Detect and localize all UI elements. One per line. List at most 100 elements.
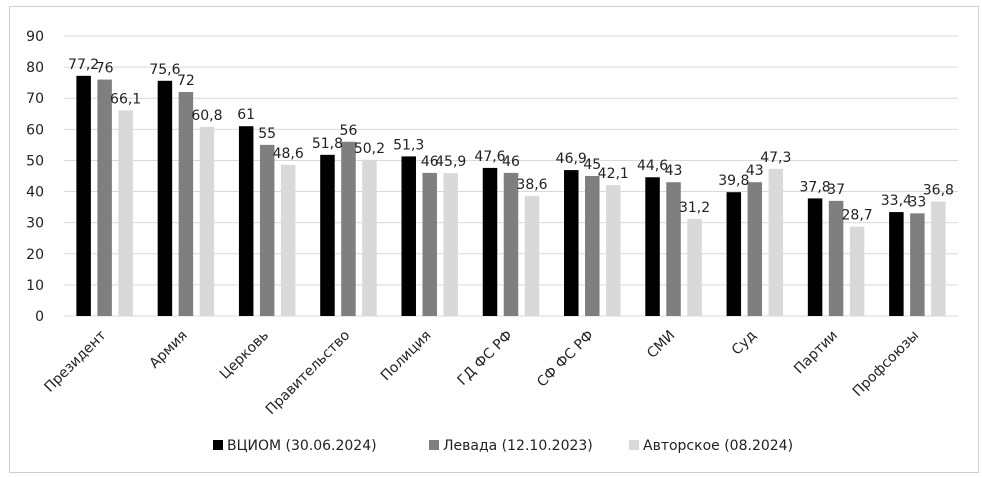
bar xyxy=(280,164,296,316)
data-label: 33 xyxy=(908,194,926,210)
category-label: Правительство xyxy=(263,328,353,418)
y-tick-label: 90 xyxy=(26,29,44,45)
data-label: 61 xyxy=(237,107,255,123)
data-label: 51,3 xyxy=(393,137,424,153)
y-tick-label: 80 xyxy=(26,60,44,76)
legend-swatch xyxy=(629,440,639,450)
category-label: СФ ФС РФ xyxy=(534,328,597,391)
data-label: 51,8 xyxy=(312,136,343,152)
bar xyxy=(849,226,865,316)
data-label: 45,9 xyxy=(435,154,466,170)
bar xyxy=(443,173,458,316)
data-label: 46 xyxy=(421,154,439,170)
y-tick-label: 10 xyxy=(26,278,44,294)
data-label: 48,6 xyxy=(273,146,304,162)
bar xyxy=(828,200,844,316)
bar xyxy=(320,154,335,316)
bar xyxy=(910,213,925,316)
category-label: Президент xyxy=(41,328,109,396)
bar xyxy=(157,80,173,316)
category-label: Партии xyxy=(791,328,841,378)
bar xyxy=(259,144,275,316)
bar xyxy=(747,182,763,316)
bar xyxy=(341,141,356,316)
data-label: 66,1 xyxy=(110,91,141,107)
bar xyxy=(564,170,579,316)
legend-label: ВЦИОМ (30.06.2024) xyxy=(227,438,377,454)
bar xyxy=(726,192,742,316)
data-label: 39,8 xyxy=(718,173,749,189)
y-tick-label: 60 xyxy=(26,122,44,138)
data-label: 44,6 xyxy=(637,158,668,174)
category-label: Полиция xyxy=(378,328,435,385)
data-label: 46,9 xyxy=(556,151,587,167)
data-label: 38,6 xyxy=(516,177,547,193)
data-label: 43 xyxy=(746,163,764,179)
category-label: СМИ xyxy=(644,328,678,362)
category-label: Армия xyxy=(147,328,191,372)
data-label: 50,2 xyxy=(354,141,385,157)
data-label: 60,8 xyxy=(191,108,222,124)
bar xyxy=(606,185,621,316)
y-tick-label: 40 xyxy=(26,185,44,201)
bar xyxy=(666,182,681,316)
data-label: 28,7 xyxy=(842,208,873,224)
bar xyxy=(503,172,519,316)
data-label: 77,2 xyxy=(68,57,99,73)
y-axis-tick-labels: 0 10 20 30 40 50 60 70 80 90 xyxy=(26,29,44,325)
bar xyxy=(401,156,416,316)
legend-swatch xyxy=(429,440,439,450)
data-label: 31,2 xyxy=(679,200,710,216)
bar xyxy=(807,198,823,316)
category-label: Профсоюзы xyxy=(850,328,922,400)
data-label: 45 xyxy=(583,157,601,173)
y-tick-label: 50 xyxy=(26,153,44,169)
bar xyxy=(199,126,215,316)
bar xyxy=(178,92,194,316)
data-label: 56 xyxy=(340,123,358,139)
bar xyxy=(76,75,91,316)
bar xyxy=(687,218,702,316)
data-label: 75,6 xyxy=(149,62,180,78)
bar xyxy=(524,195,540,316)
data-label: 46 xyxy=(502,154,520,170)
bar xyxy=(362,159,377,316)
bar xyxy=(931,201,946,316)
category-label: Церковь xyxy=(217,328,272,383)
y-tick-label: 70 xyxy=(26,91,44,107)
data-label: 72 xyxy=(177,73,195,89)
bar xyxy=(238,126,254,316)
legend-label: Авторское (08.2024) xyxy=(643,438,793,454)
data-label: 33,4 xyxy=(881,193,912,209)
legend-swatch xyxy=(213,440,223,450)
data-label: 37,8 xyxy=(800,179,831,195)
bars xyxy=(76,75,946,316)
data-label: 55 xyxy=(258,126,276,142)
y-tick-label: 20 xyxy=(26,247,44,263)
data-label: 43 xyxy=(665,163,683,179)
data-label: 37 xyxy=(827,182,845,198)
bar-chart: 0 10 20 30 40 50 60 70 80 90 77,276 66,1 75,672 60,8… xyxy=(26,29,958,454)
category-label: Суд xyxy=(729,328,760,359)
data-label: 42,1 xyxy=(598,166,629,182)
bar xyxy=(118,110,133,316)
data-label: 47,3 xyxy=(760,150,791,166)
bar xyxy=(422,172,437,316)
bar xyxy=(645,177,660,316)
bar xyxy=(482,167,498,316)
bar xyxy=(585,176,600,316)
bar xyxy=(97,79,112,316)
chart-frame: 0 10 20 30 40 50 60 70 80 90 77,2 76 66,1 75,6 72 60,8… xyxy=(9,6,979,473)
data-label: 47,6 xyxy=(474,149,505,165)
legend-label: Левада (12.10.2023) xyxy=(443,438,593,454)
y-tick-label: 0 xyxy=(35,309,44,325)
y-tick-label: 30 xyxy=(26,216,44,232)
data-label: 76 xyxy=(96,61,114,77)
category-label: ГД ФС РФ xyxy=(455,328,516,389)
data-label: 36,8 xyxy=(923,183,954,199)
bar xyxy=(768,168,784,316)
legend: ВЦИОМ (30.06.2024) Левада (12.10.2023) Авт… xyxy=(213,438,793,454)
bar xyxy=(889,212,904,316)
